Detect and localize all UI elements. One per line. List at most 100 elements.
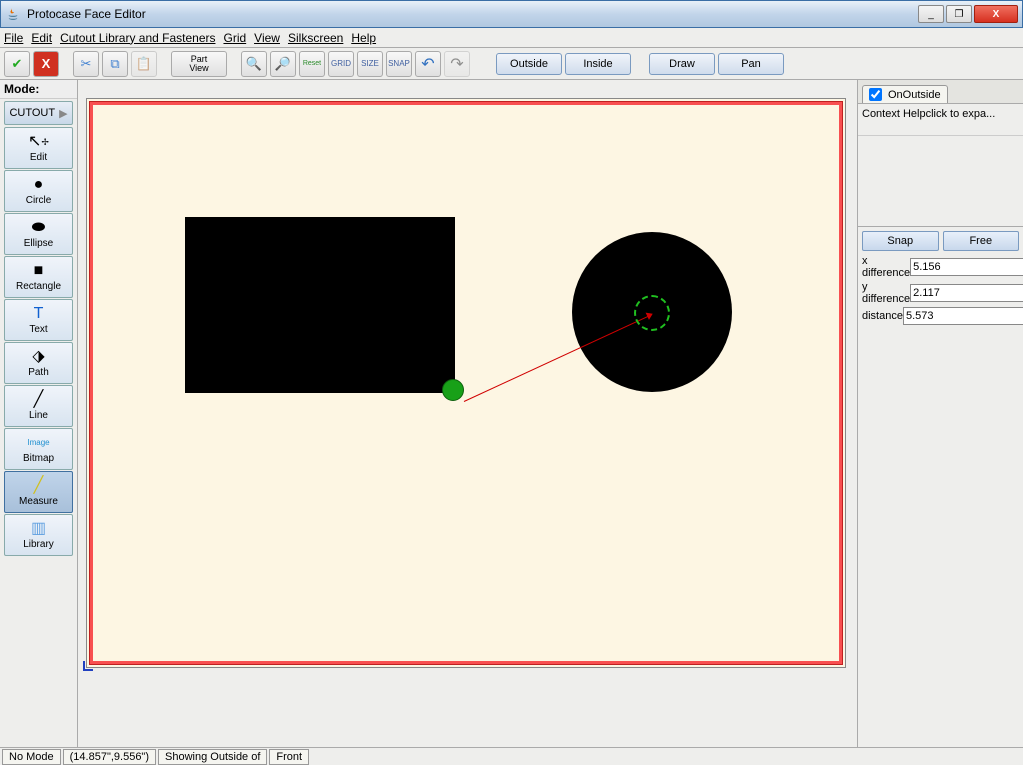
zoom-in-button[interactable]: 🔍 [241, 51, 267, 77]
edit-label: Edit [30, 152, 47, 163]
tab-row: OnOutside [858, 80, 1023, 104]
library-label: Library [23, 539, 54, 550]
ydiff-label: y difference [862, 281, 910, 305]
tool-bitmap[interactable]: ImageBitmap [4, 428, 73, 470]
canvas-area[interactable] [78, 80, 857, 747]
maximize-icon: ❐ [955, 9, 964, 20]
xdiff-input[interactable] [910, 258, 1023, 276]
distance-input[interactable] [903, 307, 1023, 325]
library-icon: ▥ [31, 520, 46, 538]
free-button[interactable]: Free [943, 231, 1020, 251]
chevron-right-icon: ▶ [59, 107, 67, 120]
copy-button[interactable]: ⧉ [102, 51, 128, 77]
paste-button[interactable]: 📋 [131, 51, 157, 77]
separator [160, 51, 168, 77]
grid-toggle-button[interactable]: GRID [328, 51, 354, 77]
main-area: Mode: CUTOUT ▶ ↖✢Edit●Circle⬬Ellipse■Rec… [0, 80, 1023, 747]
minimize-icon: _ [928, 9, 934, 20]
path-icon: ⬗ [32, 348, 44, 366]
tool-line[interactable]: ╱Line [4, 385, 73, 427]
inside-button[interactable]: Inside [565, 53, 631, 75]
ellipse-label: Ellipse [24, 238, 53, 249]
tool-rectangle[interactable]: ■Rectangle [4, 256, 73, 298]
circle-label: Circle [26, 195, 52, 206]
accept-button[interactable]: ✔ [4, 51, 30, 77]
measure-panel: Snap Free x difference y difference dist… [858, 226, 1023, 331]
menu-silkscreen[interactable]: Silkscreen [288, 31, 343, 45]
measure-label: Measure [19, 496, 58, 507]
mode-cutout-button[interactable]: CUTOUT ▶ [4, 101, 73, 125]
separator [473, 51, 493, 77]
pan-button[interactable]: Pan [718, 53, 784, 75]
close-button[interactable]: X [974, 5, 1018, 23]
snap-toggle-button[interactable]: SNAP [386, 51, 412, 77]
java-icon [5, 6, 21, 22]
line-label: Line [29, 410, 48, 421]
status-mode: No Mode [2, 749, 61, 765]
tool-measure[interactable]: ╱Measure [4, 471, 73, 513]
tool-library[interactable]: ▥Library [4, 514, 73, 556]
measure-icon: ╱ [34, 477, 44, 495]
ellipse-icon: ⬬ [32, 219, 46, 237]
snap-button[interactable]: Snap [862, 231, 939, 251]
minimize-button[interactable]: _ [918, 5, 944, 23]
onoutside-checkbox[interactable] [869, 88, 882, 101]
menu-help[interactable]: Help [351, 31, 376, 45]
draw-button[interactable]: Draw [649, 53, 715, 75]
onoutside-label: OnOutside [888, 89, 941, 101]
menu-file[interactable]: File [4, 31, 23, 45]
tool-path[interactable]: ⬗Path [4, 342, 73, 384]
bitmap-label: Bitmap [23, 453, 54, 464]
cut-button[interactable]: ✂ [73, 51, 99, 77]
part-view-button[interactable]: PartView [171, 51, 227, 77]
drawing-canvas[interactable] [86, 98, 846, 668]
separator [634, 51, 646, 77]
path-label: Path [28, 367, 49, 378]
distance-label: distance [862, 310, 903, 322]
outside-button[interactable]: Outside [496, 53, 562, 75]
measure-start-point[interactable] [442, 379, 464, 401]
zoom-out-button[interactable]: 🔎 [270, 51, 296, 77]
tool-ellipse[interactable]: ⬬Ellipse [4, 213, 73, 255]
rectangle-label: Rectangle [16, 281, 61, 292]
size-button[interactable]: SIZE [357, 51, 383, 77]
tool-edit[interactable]: ↖✢Edit [4, 127, 73, 169]
xdiff-label: x difference [862, 255, 910, 279]
redo-button[interactable]: ↷ [444, 51, 470, 77]
status-face: Front [269, 749, 309, 765]
maximize-button[interactable]: ❐ [946, 5, 972, 23]
ydiff-input[interactable] [910, 284, 1023, 302]
left-tool-panel: Mode: CUTOUT ▶ ↖✢Edit●Circle⬬Ellipse■Rec… [0, 80, 78, 747]
cutout-rectangle[interactable] [185, 217, 455, 393]
window-title: Protocase Face Editor [27, 7, 918, 21]
context-help[interactable]: Context Helpclick to expa... [858, 104, 1023, 136]
text-label: Text [29, 324, 47, 335]
origin-marker [83, 661, 93, 671]
tab-onoutside[interactable]: OnOutside [862, 85, 948, 103]
titlebar: Protocase Face Editor _ ❐ X [0, 0, 1023, 28]
menu-grid[interactable]: Grid [223, 31, 246, 45]
status-showing: Showing Outside of [158, 749, 267, 765]
menu-cutout-library[interactable]: Cutout Library and Fasteners [60, 31, 215, 45]
tool-text[interactable]: TText [4, 299, 73, 341]
status-coords: (14.857",9.556") [63, 749, 156, 765]
toolbar: ✔ X ✂ ⧉ 📋 PartView 🔍 🔎 Reset GRID SIZE S… [0, 48, 1023, 80]
cancel-button[interactable]: X [33, 51, 59, 77]
zoom-reset-button[interactable]: Reset [299, 51, 325, 77]
mode-header: Mode: [0, 80, 77, 99]
menubar: File Edit Cutout Library and Fasteners G… [0, 28, 1023, 48]
close-icon: X [993, 9, 1000, 20]
edit-icon: ↖✢ [28, 133, 49, 151]
menu-edit[interactable]: Edit [31, 31, 52, 45]
bitmap-icon: Image [27, 434, 49, 452]
text-icon: T [34, 305, 44, 323]
part-view-label2: View [189, 64, 208, 73]
separator [230, 51, 238, 77]
undo-button[interactable]: ↶ [415, 51, 441, 77]
line-icon: ╱ [34, 391, 44, 409]
menu-view[interactable]: View [254, 31, 280, 45]
circle-icon: ● [34, 176, 44, 194]
statusbar: No Mode (14.857",9.556") Showing Outside… [0, 747, 1023, 765]
separator [62, 51, 70, 77]
tool-circle[interactable]: ●Circle [4, 170, 73, 212]
